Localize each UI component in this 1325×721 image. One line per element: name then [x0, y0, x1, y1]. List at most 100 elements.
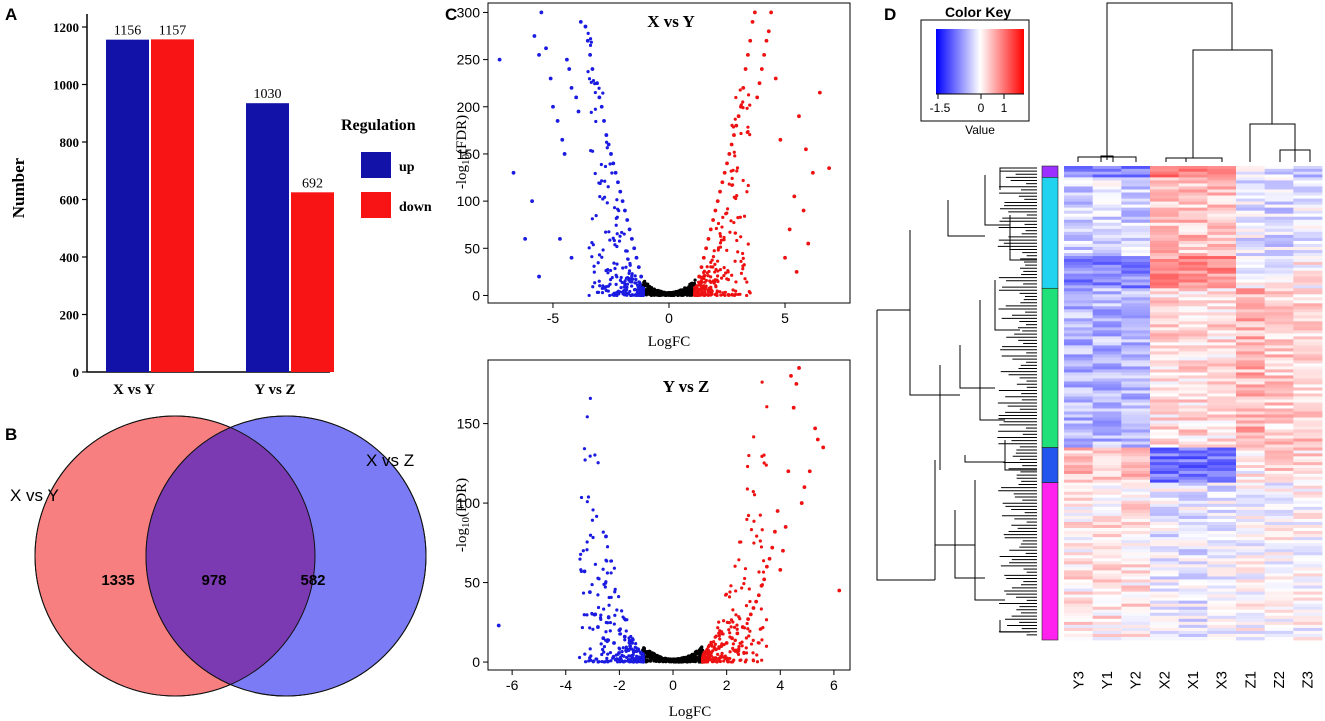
- point-down: [621, 615, 625, 619]
- heatmap-cell: [1178, 168, 1208, 173]
- heatmap-cell: [1293, 282, 1323, 286]
- heatmap-cell: [1064, 315, 1094, 319]
- heatmap-cell: [1236, 606, 1266, 611]
- heatmap-cell: [1121, 423, 1151, 427]
- heatmap-cell: [1150, 494, 1180, 499]
- heatmap-cell: [1150, 603, 1180, 608]
- heatmap-cell: [1207, 627, 1237, 632]
- heatmap-cell: [1092, 597, 1122, 602]
- y-tick-label: 1200: [53, 20, 79, 35]
- heatmap-cell: [1207, 459, 1237, 463]
- heatmap-cell: [1121, 417, 1151, 421]
- heatmap-cell: [1121, 198, 1151, 202]
- point-down: [587, 246, 591, 250]
- heatmap-cell: [1092, 453, 1122, 457]
- heatmap-cell: [1264, 378, 1294, 382]
- venn-count-overlap: 978: [201, 572, 226, 589]
- heatmap-cell: [1092, 276, 1122, 280]
- point-up: [701, 284, 705, 288]
- heatmap-cell: [1150, 318, 1180, 322]
- heatmap-cell: [1092, 297, 1122, 301]
- heatmap-cell: [1092, 315, 1122, 319]
- point-up: [748, 629, 752, 633]
- heatmap-cell: [1293, 261, 1323, 266]
- heatmap-cell: [1150, 540, 1180, 544]
- heatmap-cell: [1207, 348, 1237, 352]
- heatmap-cell: [1236, 357, 1266, 361]
- point-up: [715, 199, 720, 204]
- heatmap-cell: [1207, 485, 1237, 490]
- heatmap-cell: [1236, 285, 1266, 289]
- point-up: [767, 556, 772, 561]
- heatmap-cell: [1064, 354, 1094, 358]
- dendro-branch: [984, 175, 1010, 226]
- heatmap-cell: [1236, 603, 1266, 608]
- heatmap-cell: [1264, 166, 1294, 170]
- point-up: [806, 241, 811, 246]
- heatmap-cell: [1236, 561, 1266, 565]
- point-up: [693, 291, 698, 295]
- heatmap-cell: [1178, 381, 1208, 385]
- heatmap-cell: [1150, 528, 1180, 532]
- point-down: [624, 276, 629, 280]
- heatmap-cell: [1293, 213, 1323, 218]
- heatmap-cell: [1092, 186, 1122, 190]
- dendro-branch: [1279, 149, 1311, 162]
- point-up: [747, 634, 751, 638]
- heatmap-cell: [1207, 396, 1237, 400]
- heatmap-cell: [1293, 549, 1323, 553]
- heatmap-cell: [1064, 360, 1094, 364]
- point-up: [797, 366, 801, 370]
- point-up: [725, 620, 729, 624]
- heatmap-cell: [1207, 315, 1237, 319]
- heatmap-cell: [1264, 405, 1294, 409]
- point-down: [596, 461, 600, 465]
- point-up: [719, 293, 723, 297]
- heatmap-cell: [1121, 531, 1151, 535]
- point-down: [623, 208, 627, 213]
- dendro-branch: [954, 510, 985, 579]
- point-up: [733, 259, 737, 263]
- heatmap-cell: [1121, 267, 1151, 272]
- heatmap-cell: [1236, 405, 1266, 409]
- point-up: [765, 405, 769, 409]
- point-not-significant: [683, 659, 687, 664]
- heatmap-cell: [1150, 429, 1180, 433]
- point-up: [741, 178, 745, 183]
- point-up: [718, 232, 722, 236]
- y-tick-label: 1000: [53, 78, 79, 93]
- point-up: [769, 10, 774, 15]
- heatmap-cell: [1121, 521, 1151, 526]
- point-up: [817, 90, 822, 95]
- heatmap-cell: [1236, 231, 1266, 236]
- y-tick-label: 400: [60, 250, 80, 265]
- heatmap-cell: [1121, 549, 1151, 553]
- heatmap-cell: [1150, 543, 1180, 547]
- heatmap-cell: [1092, 423, 1122, 427]
- point-up: [735, 623, 739, 627]
- heatmap-cell: [1293, 195, 1323, 199]
- heatmap-cell: [1178, 351, 1208, 355]
- heatmap-cell: [1207, 253, 1237, 257]
- heatmap-cell: [1236, 585, 1266, 589]
- heatmap-cell: [1264, 256, 1294, 260]
- heatmap-cell: [1207, 564, 1237, 568]
- point-down: [630, 647, 634, 651]
- point-up: [781, 548, 785, 553]
- dendro-branch: [1106, 2, 1233, 157]
- heatmap-cell: [1064, 555, 1094, 559]
- heatmap-cell: [1178, 546, 1208, 550]
- point-up: [748, 38, 753, 43]
- point-up: [773, 529, 777, 534]
- heatmap-cell: [1236, 621, 1266, 626]
- point-down: [631, 277, 635, 281]
- heatmap-cell: [1178, 225, 1208, 230]
- point-down: [606, 185, 610, 189]
- heatmap-cell: [1293, 600, 1323, 605]
- heatmap-cell: [1207, 351, 1237, 355]
- heatmap-cell: [1293, 256, 1323, 260]
- heatmap-cell: [1207, 312, 1237, 316]
- point-down: [616, 660, 620, 664]
- heatmap-cell: [1150, 327, 1180, 331]
- point-up: [734, 280, 738, 284]
